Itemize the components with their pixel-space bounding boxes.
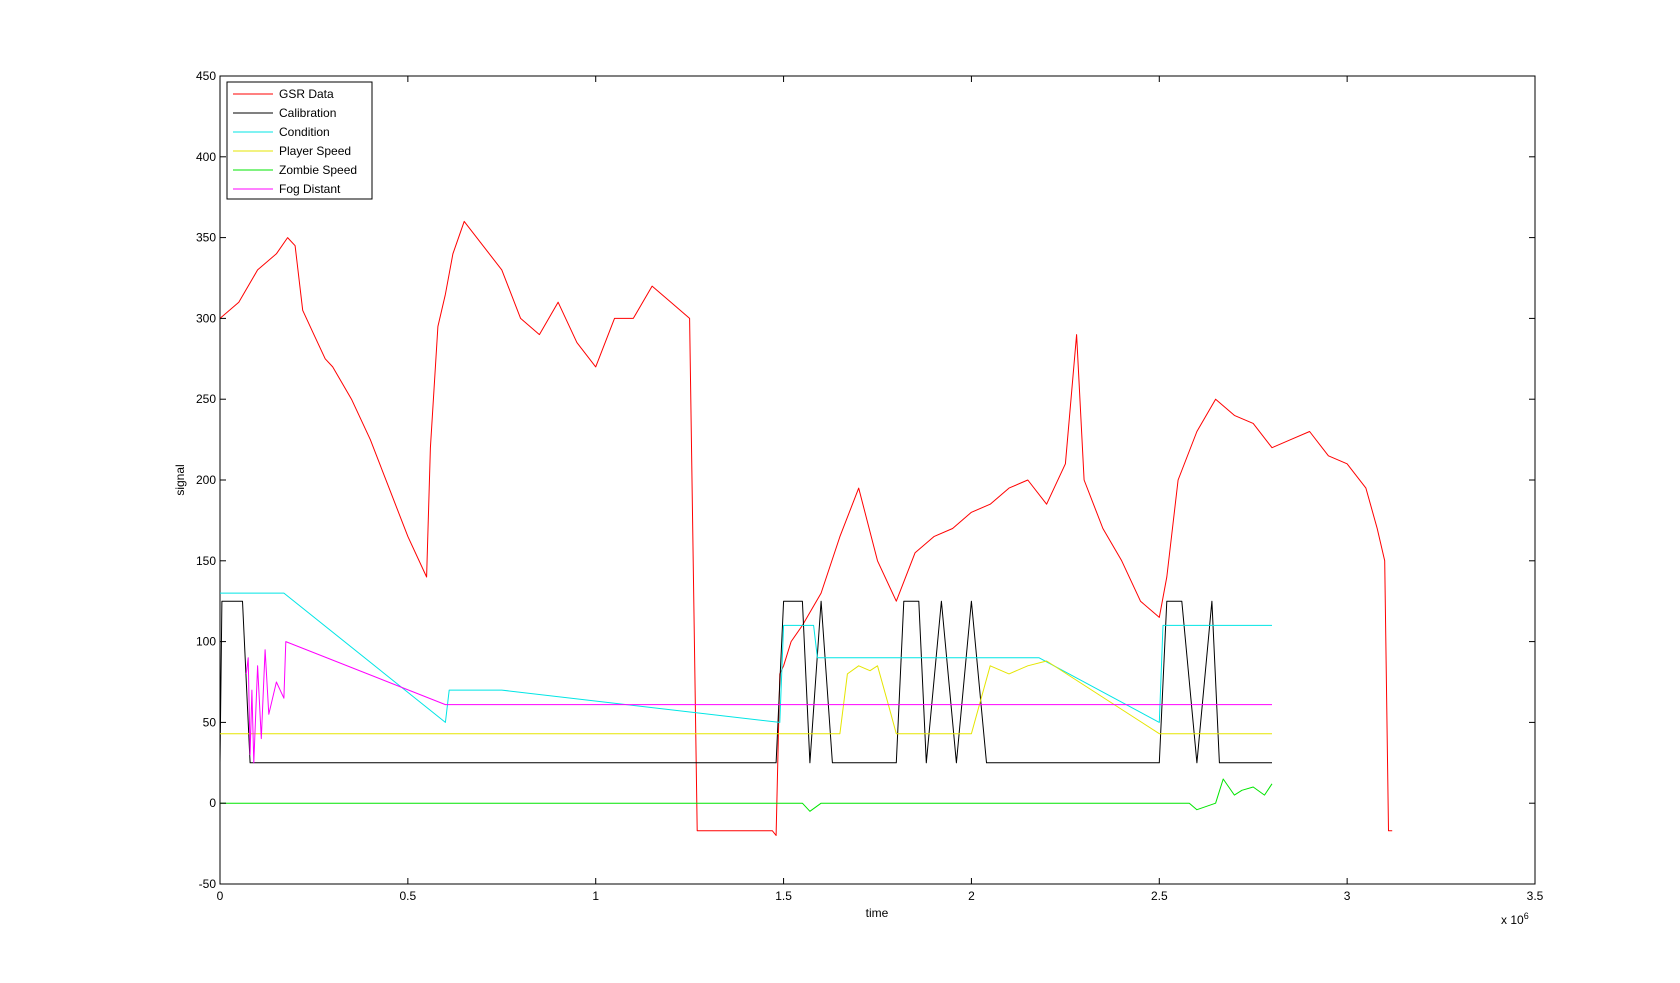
y-axis-label: signal [173, 464, 187, 495]
series-group [220, 220, 1393, 836]
y-tick-label: 350 [196, 231, 216, 245]
x-axis-label: time [866, 906, 889, 920]
legend-label: Player Speed [279, 144, 351, 158]
y-tick-label: 400 [196, 150, 216, 164]
ticks-layer: 0 0.5 1 1.5 2 2.5 3 3.5-50050100150200250300350… [196, 69, 1544, 903]
series-line-calibration [220, 600, 1272, 764]
y-tick-label: 150 [196, 554, 216, 568]
series-line-condition [220, 592, 1272, 723]
series-line-zombie-speed [220, 778, 1273, 812]
y-tick-label: 200 [196, 473, 216, 487]
x-tick-label: 2.5 [1151, 889, 1168, 903]
x-exponent-label: x 106 [1501, 911, 1529, 927]
x-tick-label: 0 [217, 889, 224, 903]
legend-label: Condition [279, 125, 330, 139]
x-exponent-power: 6 [1524, 911, 1529, 921]
y-tick-label: 50 [203, 715, 217, 729]
x-tick-label: 3 [1344, 889, 1351, 903]
x-tick-label: 3.5 [1527, 889, 1544, 903]
y-tick-label: 0 [209, 796, 216, 810]
legend-label: GSR Data [279, 87, 334, 101]
plot-area [219, 75, 1536, 885]
y-tick-label: 250 [196, 392, 216, 406]
series-line-fog-distant [245, 641, 1272, 764]
legend-label: Zombie Speed [279, 163, 357, 177]
series-layer [220, 220, 1393, 836]
y-tick-label: -50 [199, 877, 217, 891]
series-line-player-speed [220, 660, 1272, 735]
y-tick-label: 450 [196, 69, 216, 83]
legend-label: Fog Distant [279, 182, 341, 196]
legend-label: Calibration [279, 106, 336, 120]
x-tick-label: 2 [968, 889, 975, 903]
x-tick-label: 0.5 [400, 889, 417, 903]
series-line-gsr-data [220, 220, 1393, 836]
y-tick-label: 300 [196, 311, 216, 325]
legend: GSR Data Calibration Condition Player Speed… [226, 81, 373, 200]
x-tick-label: 1.5 [775, 889, 792, 903]
x-exponent-base: x 10 [1501, 913, 1524, 927]
x-tick-label: 1 [592, 889, 599, 903]
y-tick-label: 100 [196, 635, 216, 649]
legend-box [226, 81, 373, 200]
